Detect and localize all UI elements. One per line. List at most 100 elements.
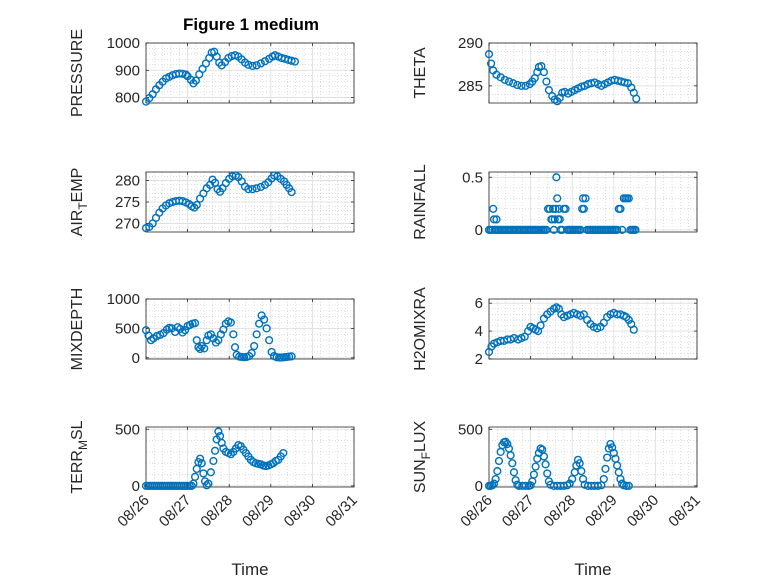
data-point	[561, 204, 570, 213]
y-tick-label: 0	[475, 222, 483, 239]
data-point	[252, 61, 261, 70]
data-point	[581, 194, 590, 203]
data-point	[616, 474, 625, 484]
x-tick-label: 08/30	[624, 492, 663, 531]
y-tick-label: 270	[115, 215, 140, 232]
data-point	[217, 438, 226, 447]
x-tick-label: 08/27	[156, 492, 195, 531]
data-point	[226, 450, 235, 459]
data-point	[624, 194, 633, 203]
data-point	[578, 194, 588, 203]
data-point	[221, 319, 230, 328]
data-point	[536, 321, 545, 330]
data-point	[178, 328, 187, 337]
data-point	[252, 330, 261, 339]
data-point	[531, 462, 540, 471]
data-point	[536, 444, 545, 453]
data-point	[202, 481, 211, 490]
plot-area	[489, 299, 697, 359]
data-point	[197, 459, 206, 468]
data-point	[209, 456, 218, 466]
data-point	[230, 343, 240, 352]
data-point	[489, 215, 499, 224]
data-point	[513, 480, 522, 489]
x-tick-label: 08/30	[281, 492, 320, 531]
data-point	[526, 481, 535, 490]
data-point	[244, 60, 253, 69]
data-point	[195, 454, 205, 463]
data-point	[552, 173, 561, 182]
y-axis-label: AIRTEMP	[69, 168, 90, 237]
y-tick-label: 275	[115, 194, 140, 211]
axes-box	[488, 42, 698, 104]
data-point	[544, 86, 554, 95]
panel-terr-msl: 0 500 08/26 08/27 08/28 08/29 08/30 08/31 Time TE…	[69, 420, 361, 579]
data-point	[577, 467, 586, 476]
axes-box	[145, 42, 355, 104]
axes-box	[488, 426, 698, 488]
y-tick-label: 0	[132, 350, 140, 367]
data-point	[629, 325, 638, 334]
data-point	[550, 215, 559, 224]
data-point	[521, 481, 530, 490]
y-tick-label: 500	[458, 421, 483, 438]
y-tick-label: 285	[458, 78, 483, 95]
y-tick-label: 1000	[107, 35, 140, 52]
data-point	[609, 448, 618, 458]
data-point	[213, 185, 222, 194]
data-point	[199, 469, 208, 478]
data-point	[229, 330, 238, 339]
data-point	[248, 185, 257, 194]
data-point	[206, 468, 215, 477]
y-axis-label: PRESSURE	[69, 29, 86, 117]
data-point	[210, 446, 220, 455]
data-point	[204, 479, 213, 488]
panel-mixdepth: 0 500 1000 MIXDEPTH	[69, 288, 355, 370]
x-tick-label: 08/31	[665, 492, 704, 531]
y-tick-label: 290	[458, 35, 483, 52]
y-tick-label: 0	[475, 478, 483, 495]
data-point	[632, 94, 641, 103]
data-point	[484, 50, 494, 59]
data-point	[593, 481, 603, 490]
data-point	[287, 352, 296, 361]
data-point	[539, 452, 549, 461]
panel-air-temp: 270 275 280 AIRTEMP	[69, 168, 355, 237]
data-point	[491, 474, 500, 484]
y-tick-label: 800	[115, 90, 140, 107]
data-point	[270, 171, 279, 180]
data-point	[631, 225, 640, 234]
data-point	[489, 479, 499, 488]
data-point	[209, 334, 218, 343]
y-tick-label: 280	[115, 173, 140, 190]
y-tick-label: 500	[115, 320, 140, 337]
data-point	[618, 225, 627, 234]
x-tick-label: 08/28	[540, 492, 579, 531]
panel-h2omixra: 2 4 6 H2OMIXRA	[412, 287, 698, 371]
data-point	[250, 341, 259, 351]
plot-area	[146, 43, 354, 103]
data-point	[555, 215, 564, 224]
data-point	[513, 80, 522, 90]
data-point	[548, 204, 558, 213]
data-point	[206, 330, 215, 339]
y-tick-label: 4	[475, 323, 483, 340]
x-axis-label: Time	[231, 560, 268, 579]
data-point	[197, 341, 206, 351]
data-point	[489, 204, 498, 213]
data-point	[244, 185, 253, 194]
data-point	[488, 481, 497, 490]
data-point	[509, 468, 519, 477]
data-point	[545, 204, 554, 213]
panel-sun-flux: 0 500 08/26 08/27 08/28 08/29 08/30 08/31 Time SU…	[412, 421, 704, 579]
data-point	[211, 338, 220, 347]
y-tick-label: 6	[475, 295, 483, 312]
y-axis-label: SUNFLUX	[412, 421, 433, 494]
x-tick-label: 08/26	[114, 492, 153, 531]
data-point	[257, 311, 266, 320]
data-point	[529, 470, 539, 479]
data-point	[503, 439, 512, 449]
data-point	[551, 204, 560, 213]
data-point	[256, 59, 265, 68]
